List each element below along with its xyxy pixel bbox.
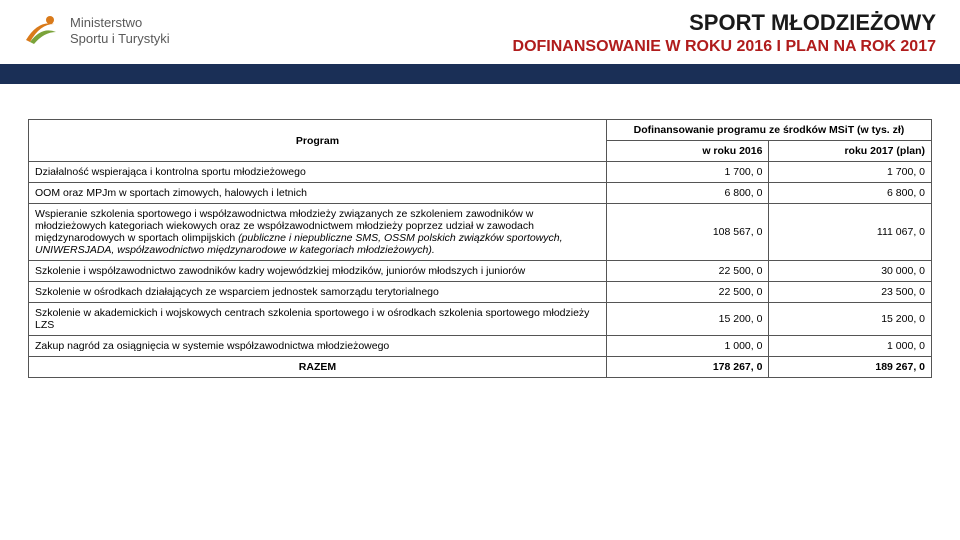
table-row: Szkolenie w ośrodkach działających ze ws… xyxy=(29,282,932,303)
table-row: OOM oraz MPJm w sportach zimowych, halow… xyxy=(29,183,932,204)
cell-2016: 22 500, 0 xyxy=(606,261,769,282)
table-row: Działalność wspierająca i kontrolna spor… xyxy=(29,162,932,183)
cell-2016: 108 567, 0 xyxy=(606,204,769,261)
total-label: RAZEM xyxy=(29,357,607,378)
page-subtitle: DOFINANSOWANIE W ROKU 2016 I PLAN NA ROK… xyxy=(170,38,936,56)
table-row: Wspieranie szkolenia sportowego i współz… xyxy=(29,204,932,261)
col-header-2017: roku 2017 (plan) xyxy=(769,141,932,162)
cell-2017: 6 800, 0 xyxy=(769,183,932,204)
program-label: Działalność wspierająca i kontrolna spor… xyxy=(35,166,306,178)
cell-program: Szkolenie w akademickich i wojskowych ce… xyxy=(29,303,607,336)
logo-swoosh-icon xyxy=(20,10,62,52)
table-row: Szkolenie w akademickich i wojskowych ce… xyxy=(29,303,932,336)
cell-2016: 6 800, 0 xyxy=(606,183,769,204)
cell-program: Działalność wspierająca i kontrolna spor… xyxy=(29,162,607,183)
total-2016: 178 267, 0 xyxy=(606,357,769,378)
program-label: Szkolenie w ośrodkach działających ze ws… xyxy=(35,286,439,298)
cell-program: Zakup nagród za osiągnięcia w systemie w… xyxy=(29,336,607,357)
cell-program: Szkolenie w ośrodkach działających ze ws… xyxy=(29,282,607,303)
table-row-total: RAZEM178 267, 0189 267, 0 xyxy=(29,357,932,378)
header: Ministerstwo Sportu i Turystyki SPORT MŁ… xyxy=(0,0,960,56)
header-bar xyxy=(0,64,960,84)
program-label: Szkolenie i współzawodnictwo zawodników … xyxy=(35,265,525,277)
cell-2017: 15 200, 0 xyxy=(769,303,932,336)
logo-text: Ministerstwo Sportu i Turystyki xyxy=(70,15,170,46)
cell-2017: 30 000, 0 xyxy=(769,261,932,282)
cell-program: Szkolenie i współzawodnictwo zawodników … xyxy=(29,261,607,282)
page-title: SPORT MŁODZIEŻOWY xyxy=(170,10,936,36)
col-header-2016: w roku 2016 xyxy=(606,141,769,162)
program-label: Szkolenie w akademickich i wojskowych ce… xyxy=(35,307,589,331)
table-row: Zakup nagród za osiągnięcia w systemie w… xyxy=(29,336,932,357)
cell-program: OOM oraz MPJm w sportach zimowych, halow… xyxy=(29,183,607,204)
logo-line2: Sportu i Turystyki xyxy=(70,31,170,47)
cell-2017: 111 067, 0 xyxy=(769,204,932,261)
table-row: Szkolenie i współzawodnictwo zawodników … xyxy=(29,261,932,282)
col-header-program: Program xyxy=(29,120,607,162)
program-label: OOM oraz MPJm w sportach zimowych, halow… xyxy=(35,187,307,199)
logo-line1: Ministerstwo xyxy=(70,15,170,31)
logo: Ministerstwo Sportu i Turystyki xyxy=(20,10,170,52)
total-2017: 189 267, 0 xyxy=(769,357,932,378)
cell-2016: 1 000, 0 xyxy=(606,336,769,357)
cell-program: Wspieranie szkolenia sportowego i współz… xyxy=(29,204,607,261)
cell-2017: 1 000, 0 xyxy=(769,336,932,357)
cell-2017: 1 700, 0 xyxy=(769,162,932,183)
financing-table: Program Dofinansowanie programu ze środk… xyxy=(28,119,932,378)
table-container: Program Dofinansowanie programu ze środk… xyxy=(0,84,960,378)
col-header-group: Dofinansowanie programu ze środków MSiT … xyxy=(606,120,931,141)
program-label: Zakup nagród za osiągnięcia w systemie w… xyxy=(35,340,389,352)
cell-2016: 1 700, 0 xyxy=(606,162,769,183)
cell-2016: 15 200, 0 xyxy=(606,303,769,336)
title-block: SPORT MŁODZIEŻOWY DOFINANSOWANIE W ROKU … xyxy=(170,10,940,56)
cell-2017: 23 500, 0 xyxy=(769,282,932,303)
cell-2016: 22 500, 0 xyxy=(606,282,769,303)
